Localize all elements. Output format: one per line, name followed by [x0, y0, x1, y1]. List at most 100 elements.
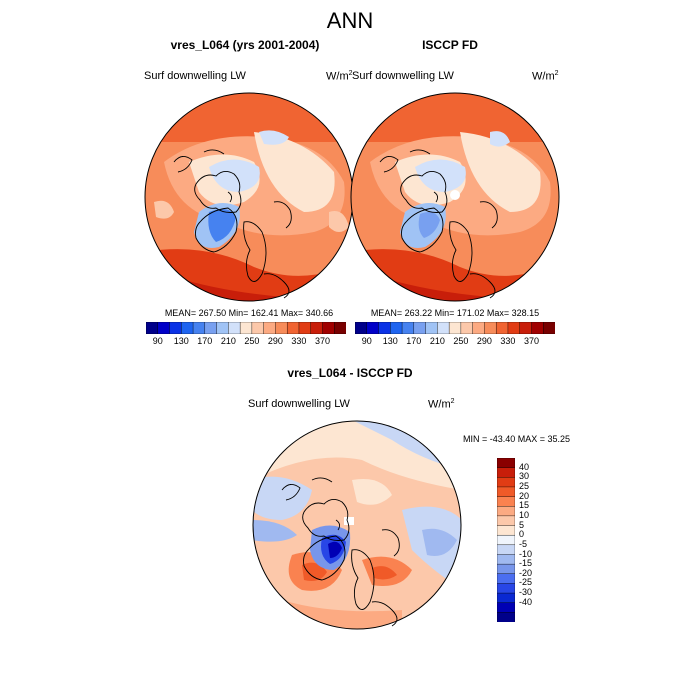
colorbar-panel-3-tick-label: -25: [519, 577, 533, 588]
panel-1-field-label: Surf downwelling LW: [144, 70, 246, 82]
colorbar-panel-3-tick-label: 30: [519, 471, 530, 482]
colorbar-panel-1-swatch: [275, 322, 288, 334]
colorbar-panel-3-swatch: [497, 612, 515, 622]
colorbar-panel-3-tick-label: 25: [519, 480, 530, 491]
colorbar-panel-3-swatch: [497, 515, 515, 527]
panel-1-title: vres_L064 (yrs 2001-2004): [170, 38, 320, 52]
colorbar-panel-1-swatch: [146, 322, 159, 334]
colorbar-panel-3-swatch: [497, 534, 515, 546]
colorbar-panel-2-swatch: [519, 322, 532, 334]
colorbar-panel-3-swatch: [497, 554, 515, 565]
colorbar-panel-3-tick-label: -5: [519, 538, 528, 549]
colorbar-panel-1: [146, 322, 346, 334]
colorbar-panel-1-swatch: [322, 322, 335, 334]
colorbar-panel-2-swatch: [401, 322, 415, 334]
colorbar-panel-1-swatch: [216, 322, 229, 334]
colorbar-panel-2-swatch: [390, 322, 403, 334]
colorbar-panel-2-tick-label: 170: [406, 336, 422, 346]
panel-3-minmax: MIN = -43.40 MAX = 35.25: [463, 434, 571, 444]
colorbar-panel-3-swatch: [497, 583, 515, 594]
colorbar-panel-3-tick-label: 40: [519, 461, 530, 472]
colorbar-panel-3-tick-label: -20: [519, 567, 533, 578]
colorbar-panel-1-tick-label: 90: [152, 336, 163, 346]
colorbar-panel-3-swatch: [497, 573, 515, 584]
colorbar-panel-1-swatch: [192, 322, 206, 334]
colorbar-panel-2-swatch: [366, 322, 380, 334]
colorbar-panel-1-swatch: [334, 322, 346, 334]
panel-1-polar-map: [144, 92, 354, 302]
colorbar-panel-1-swatch: [181, 322, 194, 334]
colorbar-panel-2-swatch: [437, 322, 450, 334]
colorbar-panel-2-tick-label: 210: [429, 336, 445, 346]
panel-3-field-label: Surf downwelling LW: [248, 398, 350, 410]
colorbar-panel-1-swatch: [157, 322, 171, 334]
colorbar-panel-2-swatch: [472, 322, 485, 334]
colorbar-panel-1-tick-label: 250: [244, 336, 260, 346]
colorbar-panel-1-tick-label: 210: [220, 336, 236, 346]
panel-2-stats: MEAN= 263.22 Min= 171.02 Max= 328.15: [370, 308, 540, 318]
colorbar-panel-1-swatch: [169, 322, 182, 334]
panel-1-units: W/m2: [326, 70, 353, 83]
colorbar-panel-2-swatch: [460, 322, 474, 334]
colorbar-panel-1-swatch: [263, 322, 276, 334]
colorbar-panel-2-tick-label: 370: [523, 336, 540, 346]
colorbar-panel-3-tick-label: -15: [519, 558, 533, 569]
panel-2-polar-map: [350, 92, 560, 302]
panel-1-stats: MEAN= 267.50 Min= 162.41 Max= 340.66: [164, 308, 334, 318]
colorbar-panel-1-swatch: [251, 322, 265, 334]
colorbar-panel-1-labels: 90 130 170 210 250 290 330 370: [146, 336, 346, 348]
colorbar-panel-1-swatch: [298, 322, 312, 334]
colorbar-panel-3-tick-label: -40: [519, 596, 533, 607]
colorbar-panel-3-swatch: [497, 563, 515, 575]
panel-2-units: W/m2: [532, 70, 559, 83]
colorbar-panel-3-swatch: [497, 486, 515, 498]
colorbar-panel-2-swatch: [543, 322, 555, 334]
colorbar-panel-3-tick-label: -10: [519, 548, 533, 559]
panel-3-title: vres_L064 - ISCCP FD: [287, 366, 413, 380]
panel-3-polar-map: [252, 420, 462, 630]
colorbar-panel-1-swatch: [286, 322, 300, 334]
colorbar-panel-2: [355, 322, 555, 334]
colorbar-panel-1-swatch: [228, 322, 241, 334]
colorbar-panel-3-labels: 40 30 25 20 15 10 5 0 -5 -10 -15 -20 -25 -30 -40: [519, 458, 559, 622]
colorbar-panel-2-swatch: [495, 322, 509, 334]
colorbar-panel-1-tick-label: 130: [173, 336, 189, 346]
colorbar-panel-3-swatch: [497, 525, 515, 536]
colorbar-panel-3-tick-label: -30: [519, 587, 533, 598]
panel-3-units: W/m2: [428, 398, 455, 411]
colorbar-panel-2-swatch: [507, 322, 521, 334]
colorbar-panel-3-swatch: [497, 477, 515, 488]
colorbar-panel-2-swatch: [425, 322, 438, 334]
colorbar-panel-1-tick-label: 170: [197, 336, 213, 346]
colorbar-panel-1-swatch: [204, 322, 218, 334]
colorbar-panel-1-tick-label: 290: [267, 336, 283, 346]
colorbar-panel-3-swatch: [497, 602, 515, 613]
colorbar-panel-1-tick-label: 370: [314, 336, 331, 346]
colorbar-panel-3-swatch: [497, 544, 515, 555]
colorbar-panel-3-swatch: [497, 467, 515, 478]
colorbar-panel-3-swatch: [497, 458, 515, 469]
colorbar-panel-3-swatch: [497, 506, 515, 517]
colorbar-panel-2-tick-label: 130: [382, 336, 398, 346]
colorbar-panel-3-swatch: [497, 592, 515, 604]
colorbar-panel-2-swatch: [448, 322, 462, 334]
colorbar-panel-2-tick-label: 290: [476, 336, 492, 346]
colorbar-panel-2-labels: 90 130 170 210 250 290 330 370: [355, 336, 555, 348]
colorbar-panel-1-swatch: [239, 322, 253, 334]
colorbar-panel-3: [497, 458, 515, 622]
colorbar-panel-1-tick-label: 330: [291, 336, 307, 346]
colorbar-panel-2-tick-label: 330: [500, 336, 516, 346]
colorbar-panel-2-tick-label: 90: [361, 336, 372, 346]
colorbar-panel-1-swatch: [310, 322, 323, 334]
colorbar-panel-3-swatch: [497, 496, 515, 507]
panel-2-field-label: Surf downwelling LW: [352, 70, 454, 82]
colorbar-panel-3-tick-label: 20: [519, 490, 530, 501]
colorbar-panel-2-swatch: [484, 322, 497, 334]
figure-title: ANN: [326, 8, 374, 33]
colorbar-panel-3-tick-label: 10: [519, 509, 530, 520]
colorbar-panel-2-swatch: [378, 322, 391, 334]
colorbar-panel-2-tick-label: 250: [453, 336, 469, 346]
panel-2-title: ISCCP FD: [422, 38, 478, 52]
colorbar-panel-2-swatch: [413, 322, 427, 334]
colorbar-panel-3-tick-label: 5: [519, 519, 525, 530]
